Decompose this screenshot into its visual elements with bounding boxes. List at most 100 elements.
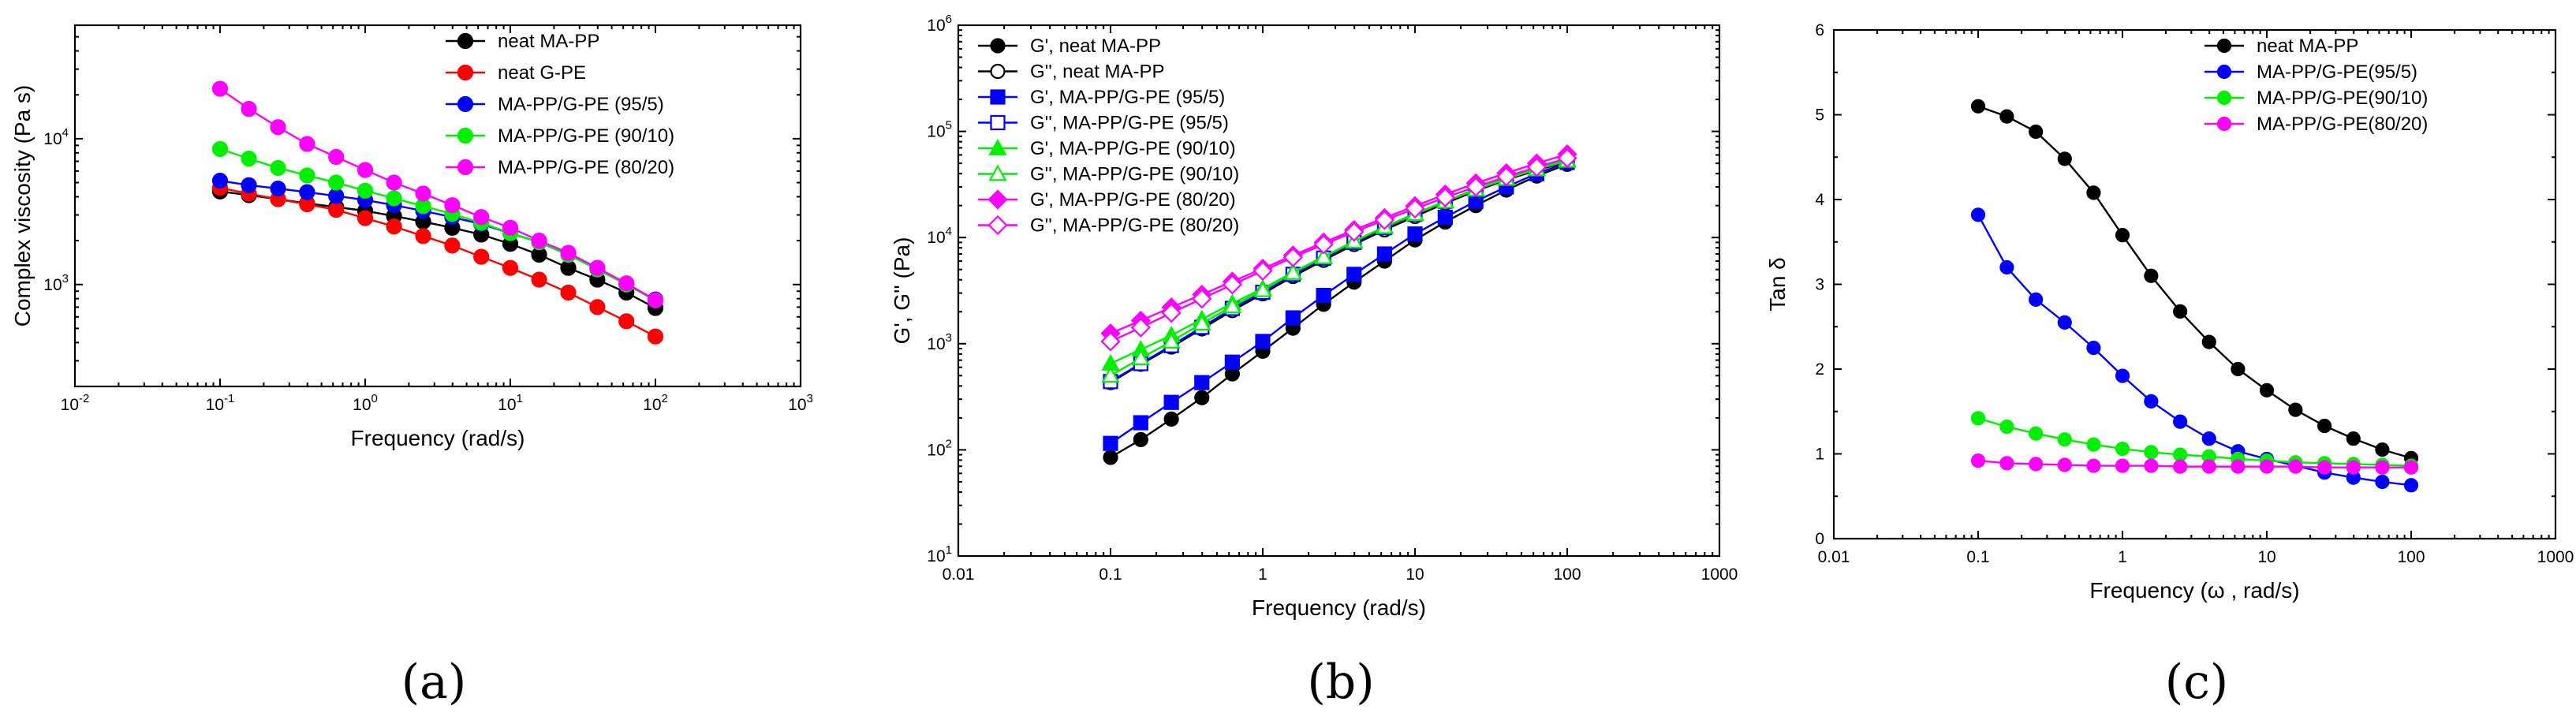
legend: neat MA-PP neat G-PE MA-PP/G-PE (95/5) MA-P… [446, 31, 674, 178]
data-point [2346, 460, 2361, 475]
panel-a: 10-2 10-1 100 101 102 103 103 104 Frequency (rad… [10, 24, 813, 710]
data-point [1194, 375, 1210, 390]
data-point [299, 136, 315, 152]
data-point [2057, 432, 2072, 447]
data-point [1316, 287, 1331, 304]
data-point [1970, 411, 1986, 426]
data-point [1103, 450, 1118, 465]
x-tick-label: 1000 [1701, 565, 1738, 584]
data-point [1999, 109, 2014, 124]
data-point [241, 151, 257, 167]
series-line [219, 147, 656, 301]
legend-label: neat MA-PP [2257, 35, 2358, 57]
series-line [219, 187, 656, 338]
data-point [1192, 289, 1212, 309]
data-point [2317, 460, 2332, 475]
legend-label: G', MA-PP/G-PE (95/5) [1030, 87, 1225, 108]
data-point [1224, 354, 1241, 370]
data-point [618, 313, 635, 330]
data-point [444, 237, 461, 254]
data-point [2288, 459, 2303, 474]
data-point [2086, 185, 2101, 200]
x-tick-label: 0.01 [1818, 548, 1850, 566]
legend-marker [2216, 38, 2232, 54]
data-point [2115, 458, 2130, 473]
legend-marker [987, 215, 1008, 236]
data-point [1314, 247, 1333, 264]
y-tick-label: 103 [43, 272, 69, 294]
data-point [1437, 209, 1453, 226]
data-point [560, 284, 577, 301]
legend-label: MA-PP/G-PE(80/20) [2257, 114, 2428, 135]
data-point [1970, 453, 1986, 468]
y-tick-label: 104 [927, 225, 952, 247]
data-point [1346, 267, 1362, 282]
y-tick-label: 102 [927, 437, 952, 459]
series-line [1977, 214, 2412, 487]
data-point [1999, 419, 2014, 435]
data-point [2173, 414, 2188, 429]
legend-label: MA-PP/G-PE(90/10) [2257, 88, 2428, 109]
legend-label: G'', MA-PP/G-PE (95/5) [1030, 113, 1229, 134]
data-point [2375, 474, 2390, 490]
data-point [211, 80, 229, 97]
data-point [1194, 390, 1210, 405]
data-point [2375, 460, 2390, 475]
legend: neat MA-PP MA-PP/G-PE(95/5) MA-PP/G-PE(90/… [2205, 35, 2428, 135]
series-line [1110, 163, 1568, 458]
series-line [1110, 153, 1568, 334]
data-point [328, 148, 345, 166]
y-tick-label: 6 [1815, 21, 1824, 39]
data-point [2057, 151, 2072, 166]
data-point [357, 162, 374, 178]
data-point [647, 292, 664, 308]
legend-label: G', MA-PP/G-PE (80/20) [1030, 189, 1236, 211]
data-point [2057, 315, 2072, 330]
data-point [1374, 210, 1395, 230]
series-5 [211, 80, 664, 308]
data-point [270, 119, 286, 136]
data-point [386, 174, 402, 191]
series-2 [1970, 207, 2419, 493]
legend-marker [457, 127, 474, 144]
data-point [1376, 246, 1393, 262]
y-axis-title: Complex viscosity (Pa s) [10, 85, 35, 327]
data-point [2288, 402, 2303, 417]
x-tick-label: 10 [2257, 548, 2275, 566]
data-point [299, 167, 315, 184]
x-tick-label: 103 [788, 392, 813, 414]
data-point [2144, 268, 2159, 283]
legend-marker [990, 114, 1006, 131]
data-point [415, 185, 431, 202]
data-point [1999, 456, 2014, 471]
panel-b: 0.01 0.1 1 10 100 1000 101 102 103 104 105 106 Frequ… [890, 13, 1738, 710]
data-point [1313, 234, 1334, 255]
x-axis-title: Frequency (ω , rad/s) [2089, 578, 2299, 603]
data-point [2201, 431, 2216, 446]
y-axis-title: G', G'' (Pa) [890, 237, 914, 345]
x-tick-label: 0.1 [1966, 548, 1989, 566]
data-point [1162, 331, 1181, 349]
data-point [1465, 177, 1486, 197]
x-tick-label: 0.1 [1099, 565, 1122, 584]
x-tick-label: 10 [1406, 565, 1424, 584]
data-point [299, 184, 315, 200]
data-point [2317, 418, 2332, 434]
x-tick-label: 100 [1553, 565, 1581, 584]
x-tick-label: 0.01 [943, 565, 975, 584]
data-point [473, 209, 490, 226]
legend-label: MA-PP/G-PE (90/10) [498, 125, 674, 147]
legend-marker [988, 164, 1007, 181]
series-4 [1970, 453, 2419, 475]
x-axis-title: Frequency (rad/s) [1252, 595, 1426, 620]
panel-label: (b) [1307, 655, 1374, 710]
data-point [2086, 341, 2101, 356]
legend-label: neat MA-PP [498, 31, 599, 52]
data-point [560, 244, 577, 261]
data-point [2115, 228, 2130, 243]
data-point [1103, 435, 1118, 451]
series-2 [211, 180, 664, 345]
data-point [1163, 394, 1179, 410]
data-point [270, 159, 286, 177]
